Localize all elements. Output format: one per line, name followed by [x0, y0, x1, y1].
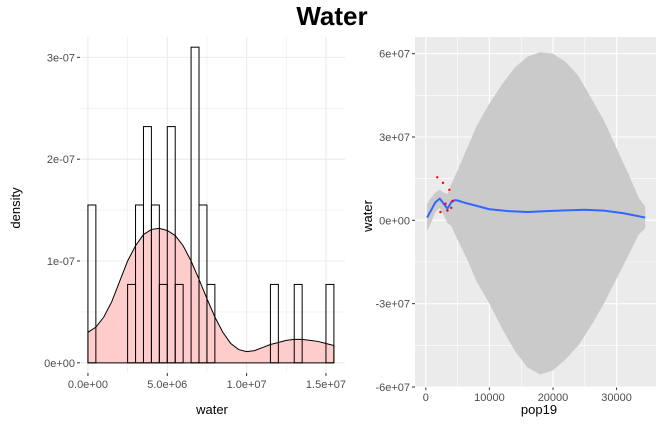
- y-tick-label: 0e+00: [379, 215, 410, 227]
- x-tick-label: 0.0e+00: [68, 379, 108, 391]
- histogram-bar: [166, 126, 176, 364]
- scatter-smooth-panel: 0 10000 20000 30000 -6e+07 -3e+07 0e+00 3e+07 6e…: [375, 37, 656, 404]
- histogram-bar: [325, 283, 335, 364]
- y-tick-label: 1e-07: [47, 256, 75, 268]
- histogram-bar: [87, 204, 97, 364]
- x-tick-label: 0: [423, 392, 429, 404]
- histogram-bar: [293, 283, 303, 364]
- data-point: [451, 199, 454, 203]
- x-tick-label: 20000: [538, 392, 569, 404]
- data-point: [439, 210, 442, 214]
- data-point: [446, 209, 449, 212]
- y-tick-label: 3e-07: [47, 52, 75, 64]
- right-x-axis-title: pop19: [521, 402, 557, 417]
- left-y-axis-title: density: [8, 187, 23, 229]
- histogram-bar: [198, 204, 208, 364]
- data-point: [441, 181, 445, 185]
- x-tick-label: 30000: [601, 392, 632, 404]
- data-point: [448, 188, 451, 191]
- smooth-line: [426, 197, 646, 219]
- y-tick-label: -3e+07: [375, 299, 410, 311]
- y-tick-label: 0e+00: [44, 358, 75, 370]
- density-curve: [87, 227, 335, 364]
- x-tick-label: 1.5e+07: [306, 379, 346, 391]
- y-tick-label: 3e+07: [379, 132, 410, 144]
- y-tick-label: 2e-07: [47, 154, 75, 166]
- y-tick-label: 6e+07: [379, 49, 410, 61]
- x-tick-label: 5.0e+06: [147, 379, 187, 391]
- histogram-panel: 0.0e+00 5.0e+06 1.0e+07 1.5e+07 0e+00 1e-07 2e…: [44, 37, 346, 391]
- confidence-ribbon: [427, 52, 646, 375]
- x-tick-label: 10000: [474, 392, 505, 404]
- x-tick-label: 1.0e+07: [227, 379, 267, 391]
- data-point: [444, 202, 447, 205]
- left-x-axis-title: water: [195, 402, 228, 417]
- histogram-bar: [150, 204, 160, 364]
- histogram-bar: [269, 283, 279, 364]
- histogram-bar: [206, 283, 216, 364]
- right-y-axis-title: water: [360, 199, 375, 232]
- chart-title: Water: [296, 1, 367, 31]
- data-point: [450, 206, 453, 210]
- y-tick-label: -6e+07: [375, 382, 410, 394]
- histogram-bar: [174, 283, 184, 364]
- data-point: [436, 176, 439, 179]
